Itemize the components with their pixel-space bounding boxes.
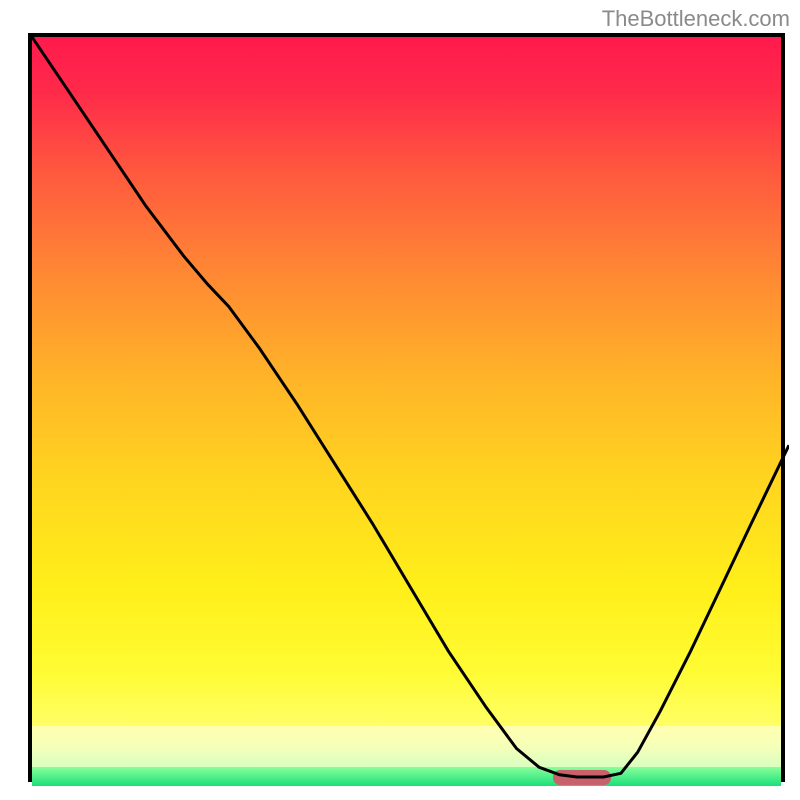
watermark-text: TheBottleneck.com	[602, 6, 790, 32]
curve-path	[32, 37, 789, 777]
bottleneck-curve	[32, 37, 789, 786]
bottleneck-chart: TheBottleneck.com	[0, 0, 800, 800]
plot-frame	[28, 33, 785, 782]
